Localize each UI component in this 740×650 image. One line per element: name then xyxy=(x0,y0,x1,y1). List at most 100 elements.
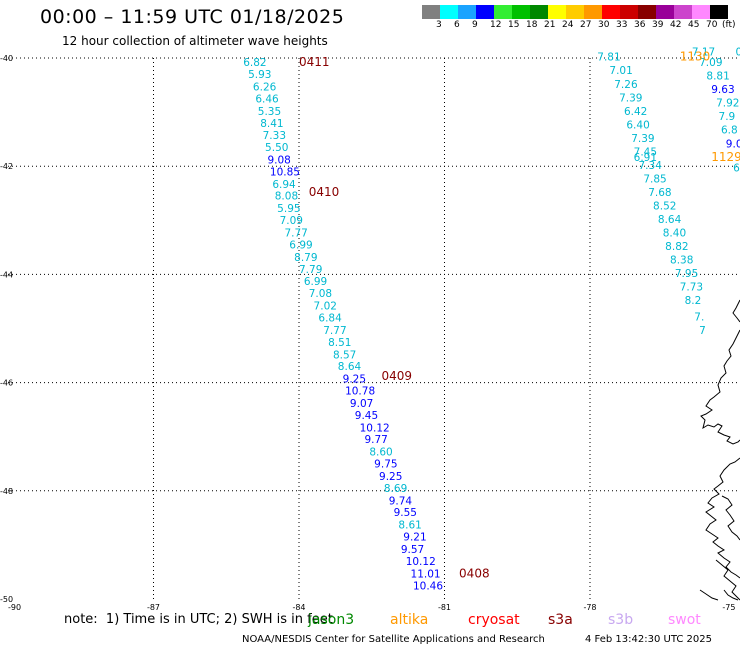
satellite-s3a: s3a xyxy=(548,612,573,628)
legend-swatch xyxy=(674,5,692,19)
wave-height-value: 10.12 xyxy=(360,422,390,434)
lat-tick-label: -44 xyxy=(0,270,13,279)
wave-height-value: 0 xyxy=(736,46,740,58)
wave-height-value: 6.99 xyxy=(304,276,327,288)
wave-height-value: 9.63 xyxy=(711,84,734,96)
wave-height-value: 6.46 xyxy=(255,93,279,105)
lon-tick-label: -84 xyxy=(292,603,305,612)
coastline-lower xyxy=(699,457,740,601)
wave-height-value: 8.61 xyxy=(398,520,421,532)
wave-height-value: 7.92 xyxy=(716,98,739,110)
wave-height-value: 6.94 xyxy=(272,179,296,191)
wave-height-value: 11.01 xyxy=(411,568,441,580)
wave-height-legend: 3 6 9 12 15 18 21 24 27 30 33 36 39 42 45 70 (ft) xyxy=(422,5,736,34)
wave-height-value: 8.08 xyxy=(275,191,298,203)
satellite-s3b: s3b xyxy=(608,612,634,628)
wave-height-value: 9.07 xyxy=(350,398,373,410)
time-label: 1129 xyxy=(711,150,740,164)
wave-height-value: 9.25 xyxy=(379,471,402,483)
time-label: 0411 xyxy=(299,55,330,69)
wave-height-value: 6.42 xyxy=(624,106,647,118)
map-grid: -90 -87 -84 -81 -78 -75 -40 -42 -44 -46 -48 -50 xyxy=(0,54,740,612)
wave-height-value: 9.77 xyxy=(364,434,387,446)
wave-height-value: 8.38 xyxy=(670,255,693,267)
lat-tick-label: -42 xyxy=(0,162,13,171)
legend-swatch xyxy=(620,5,638,19)
wave-height-value: 8.81 xyxy=(706,71,729,83)
wave-height-value: 7.68 xyxy=(648,187,671,199)
legend-labels: 3 6 9 12 15 18 21 24 27 30 33 36 39 42 45 70 (ft) xyxy=(422,20,736,34)
altimeter-track-east: 7.817.017.267.396.426.407.397.456.917.34… xyxy=(597,46,740,337)
legend-label: 15 xyxy=(508,20,520,30)
wave-height-value: 8.57 xyxy=(333,349,356,361)
wave-height-value: 7.02 xyxy=(314,301,337,313)
lon-tick-label: -90 xyxy=(8,603,21,612)
wave-height-value: 8.64 xyxy=(338,361,362,373)
legend-swatch xyxy=(602,5,620,19)
wave-height-value: 10.85 xyxy=(270,166,300,178)
legend-label: 33 xyxy=(616,20,628,30)
legend-label: 42 xyxy=(670,20,682,30)
wave-height-value: 7.39 xyxy=(619,92,642,104)
wave-height-value: 7.85 xyxy=(643,173,666,185)
legend-swatch xyxy=(422,5,440,19)
wave-height-value: 9.45 xyxy=(355,410,378,422)
wave-height-value: 10.12 xyxy=(406,556,436,568)
legend-label: 30 xyxy=(598,20,610,30)
wave-height-value: 7.09 xyxy=(699,57,722,69)
lon-tick-label: -78 xyxy=(583,603,596,612)
wave-height-value: 7.73 xyxy=(680,282,703,294)
legend-label: (ft) xyxy=(722,20,736,30)
wave-height-value: 6.84 xyxy=(318,312,342,324)
wave-height-value: 8.82 xyxy=(665,241,688,253)
wave-height-value: 7.45 xyxy=(634,146,657,158)
credit: NOAA/NESDIS Center for Satellite Applica… xyxy=(242,634,545,645)
wave-height-value: 8.51 xyxy=(328,337,351,349)
wave-height-value: 7.77 xyxy=(284,228,307,240)
satellite-altika: altika xyxy=(390,612,429,628)
coastline-upper xyxy=(700,299,740,445)
wave-height-value: 7.17 xyxy=(692,46,715,58)
time-label: 0409 xyxy=(381,369,412,383)
wave-height-value: 9.21 xyxy=(403,532,426,544)
map-title: 00:00 – 11:59 UTC 01/18/2025 xyxy=(40,6,345,28)
wave-height-value: 5.93 xyxy=(248,69,271,81)
legend-label: 18 xyxy=(526,20,538,30)
wave-height-value: 10.78 xyxy=(345,386,375,398)
wave-height-value: 9.55 xyxy=(394,507,417,519)
wave-height-value: 7.77 xyxy=(323,325,346,337)
legend-label: 9 xyxy=(472,20,478,30)
timestamp: 4 Feb 13:42:30 UTC 2025 xyxy=(585,634,712,645)
wave-height-value: 8.40 xyxy=(663,228,686,240)
legend-swatch xyxy=(638,5,656,19)
wave-height-value: 6.26 xyxy=(253,81,277,93)
wave-height-value: 7.08 xyxy=(309,288,332,300)
wave-height-value: 6.91 xyxy=(634,152,657,164)
footer-note: note: 1) Time is in UTC; 2) SWH is in fe… xyxy=(64,612,333,627)
wave-height-value: 8.41 xyxy=(260,118,283,130)
wave-height-value: 9.0 xyxy=(726,138,740,150)
legend-label: 27 xyxy=(580,20,592,30)
lon-tick-label: -75 xyxy=(722,603,735,612)
time-label: 1130 xyxy=(680,50,711,64)
lat-tick-label: -50 xyxy=(0,595,13,604)
wave-height-value: 6 xyxy=(733,163,740,175)
lon-tick-label: -87 xyxy=(147,603,160,612)
wave-height-value: 7. xyxy=(694,311,704,323)
legend-swatch xyxy=(548,5,566,19)
wave-height-value: 7.79 xyxy=(299,264,322,276)
wave-height-value: 6.8 xyxy=(721,125,738,137)
legend-label: 6 xyxy=(454,20,460,30)
wave-height-value: 7.95 xyxy=(675,268,698,280)
wave-height-value: 8.69 xyxy=(384,483,407,495)
wave-height-value: 7.26 xyxy=(614,79,638,91)
wave-height-value: 5.35 xyxy=(258,106,281,118)
legend-label: 12 xyxy=(490,20,502,30)
legend-label: 21 xyxy=(544,20,556,30)
wave-height-value: 5.50 xyxy=(265,142,288,154)
legend-swatch xyxy=(512,5,530,19)
time-label: 0410 xyxy=(309,185,340,199)
wave-height-value: 8.64 xyxy=(658,214,682,226)
legend-swatch xyxy=(530,5,548,19)
legend-swatch xyxy=(566,5,584,19)
